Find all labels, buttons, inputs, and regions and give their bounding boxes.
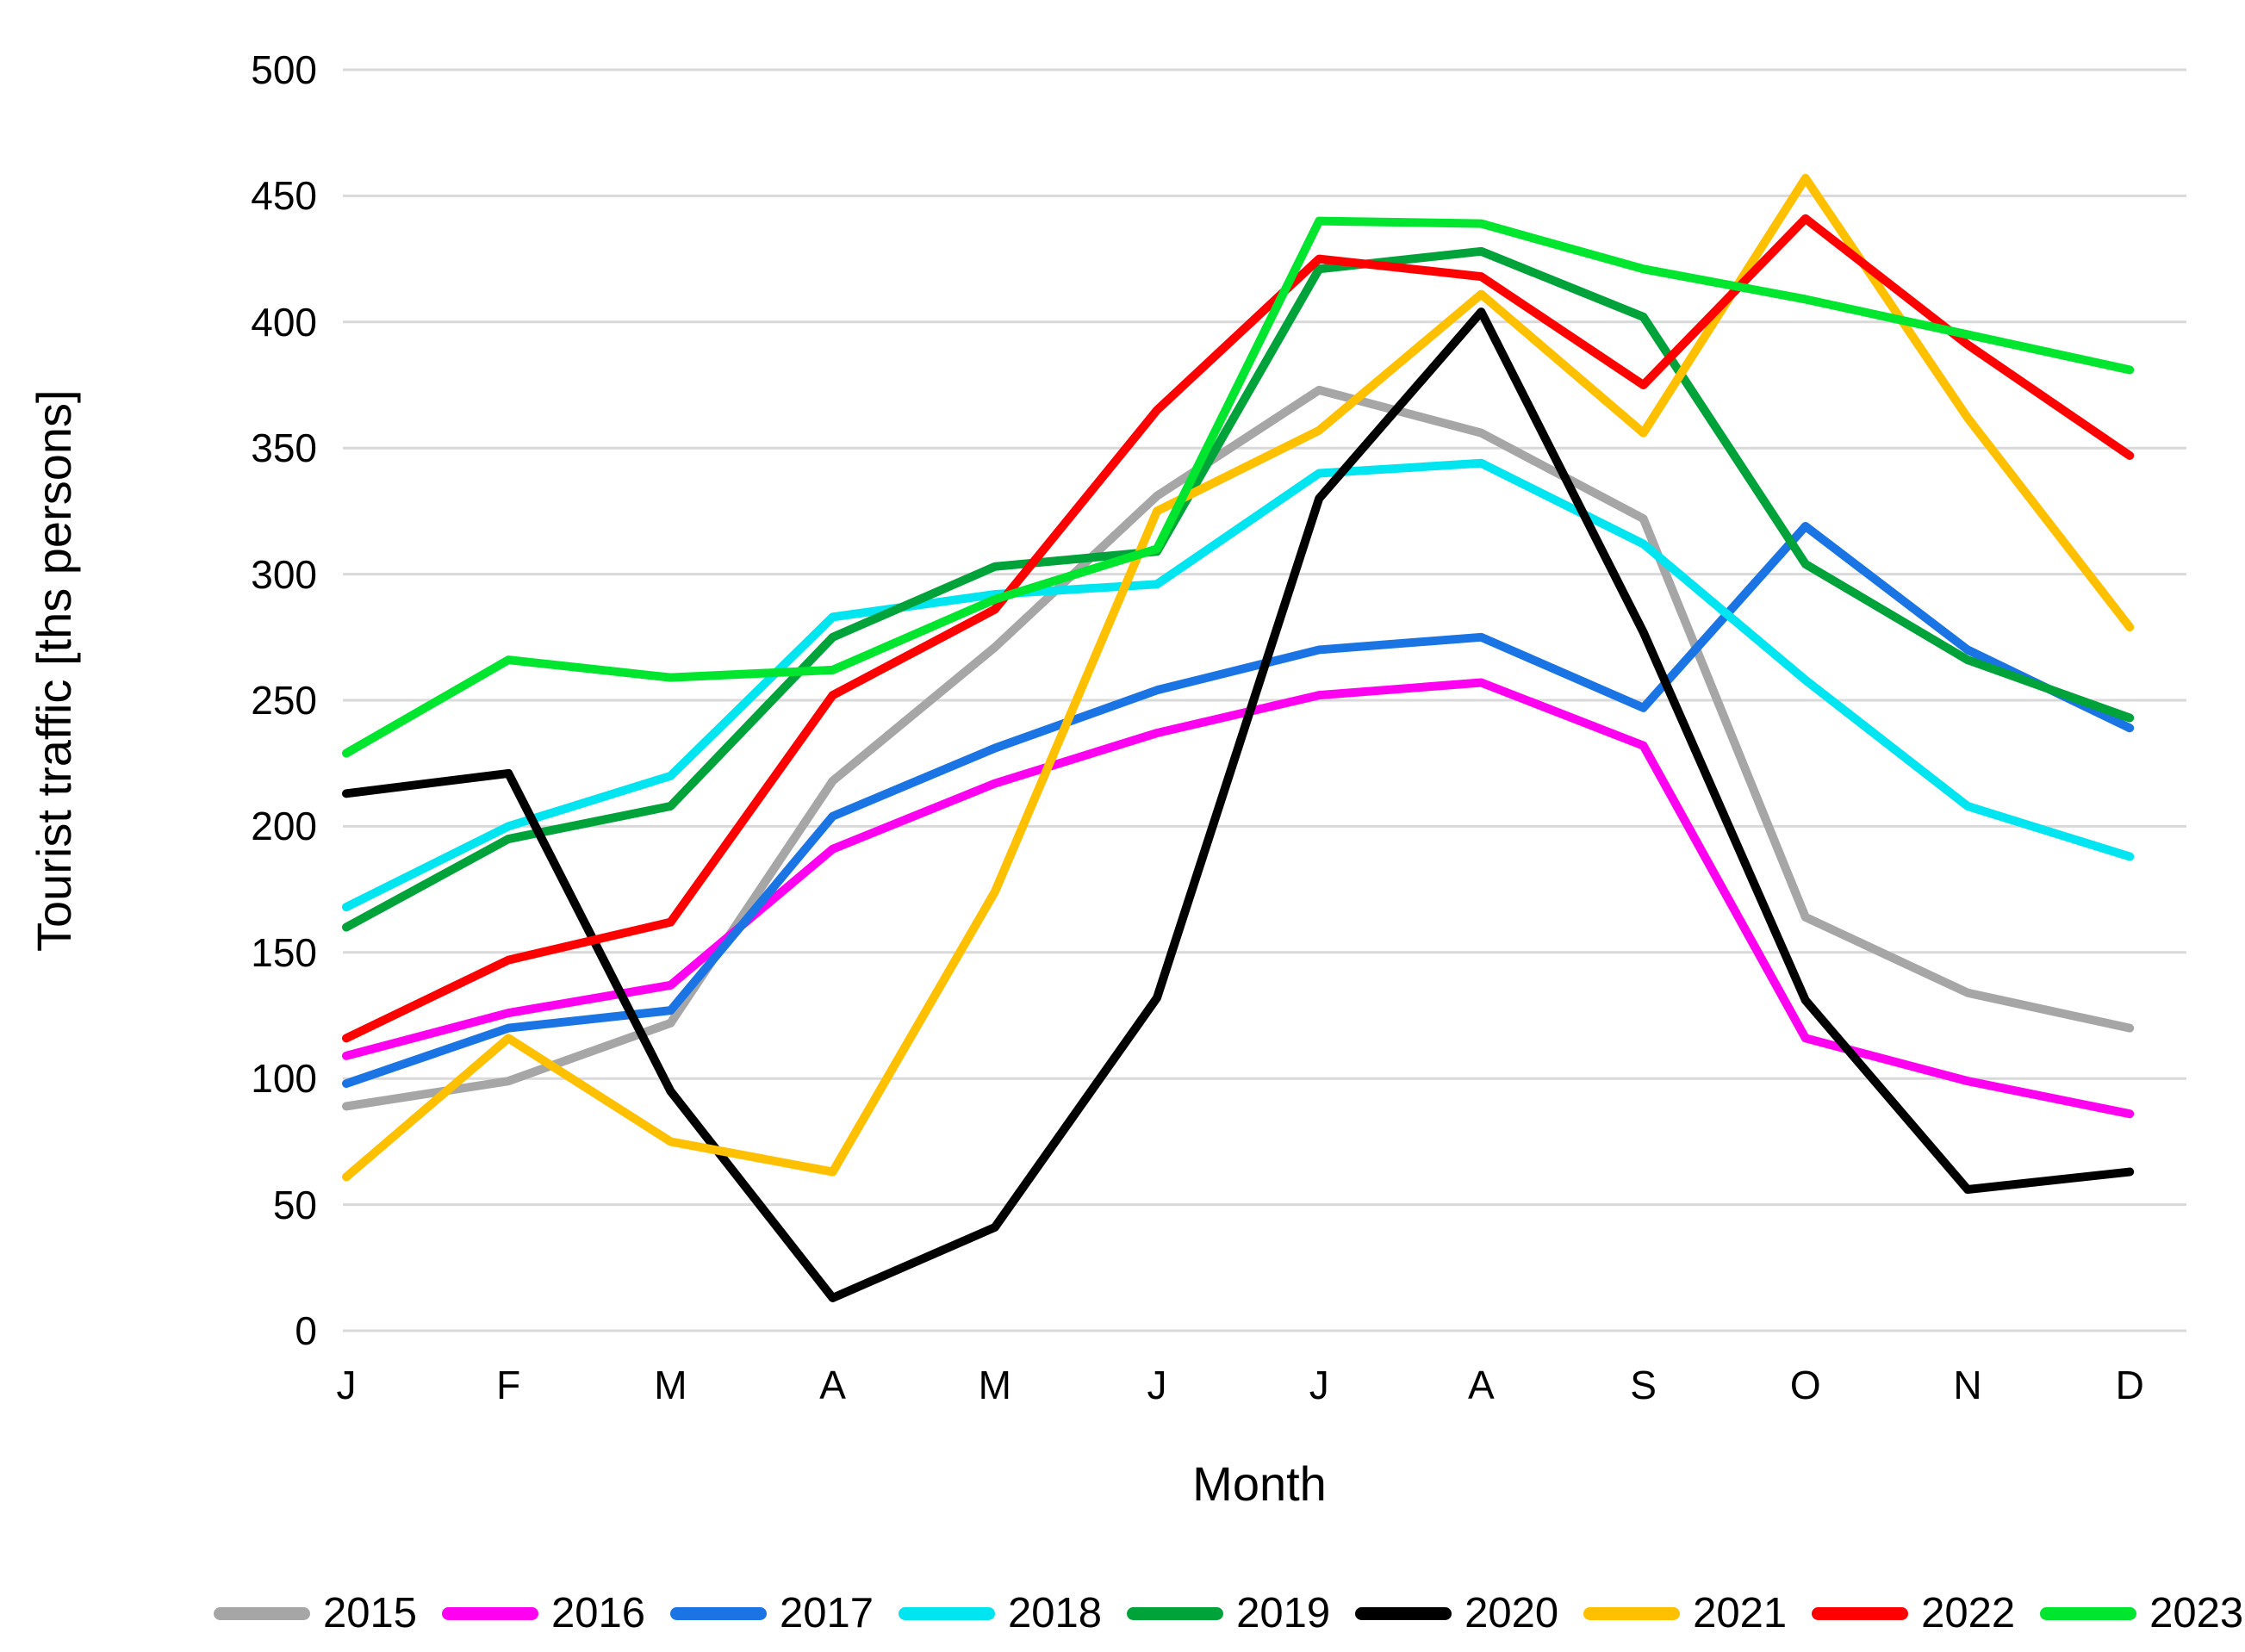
legend-item-2015: 2015 [214,1590,417,1636]
legend-label-2021: 2021 [1693,1590,1788,1636]
x-tick-label-5: M [978,1363,1011,1407]
legend-item-2018: 2018 [899,1590,1102,1636]
x-tick-label-3: M [654,1363,687,1407]
legend-item-2020: 2020 [1355,1590,1558,1636]
series-line-2020 [342,307,2135,1302]
series-line-2021 [342,173,2135,1182]
x-tick-label-11: N [1953,1363,1982,1407]
legend-item-2017: 2017 [670,1590,874,1636]
legend-label-2015: 2015 [323,1590,418,1636]
y-tick-label-0: 0 [295,1308,317,1353]
y-tick-label-50: 50 [272,1182,317,1227]
legend-marker-2016 [442,1606,539,1620]
x-tick-label-9: S [1630,1363,1657,1407]
x-tick-label-1: J [336,1363,357,1407]
x-tick-label-8: A [1468,1363,1495,1407]
legend-marker-2020 [1355,1606,1452,1620]
series-line-2023 [342,216,2135,758]
legend-label-2016: 2016 [551,1590,646,1636]
y-tick-label-100: 100 [251,1056,317,1102]
legend-marker-2021 [1583,1606,1681,1620]
legend-label-2019: 2019 [1236,1590,1331,1636]
legend-label-2017: 2017 [780,1590,874,1636]
legend-item-2022: 2022 [1812,1590,2015,1636]
legend-item-2019: 2019 [1127,1590,1330,1636]
x-tick-label-2: F [496,1363,521,1407]
legend-marker-2015 [214,1606,310,1620]
legend-item-2023: 2023 [2040,1590,2243,1636]
y-tick-label-450: 450 [251,173,317,219]
y-tick-label-500: 500 [251,47,317,92]
y-tick-label-300: 300 [251,551,317,597]
legend-marker-2017 [670,1606,768,1620]
y-tick-label-200: 200 [251,804,317,849]
legend-item-2021: 2021 [1583,1590,1787,1636]
series-line-2019 [342,246,2135,932]
legend-label-2023: 2023 [2149,1590,2244,1636]
x-tick-label-10: O [1789,1363,1821,1407]
legend-marker-2022 [1812,1606,1909,1620]
legend-label-2020: 2020 [1465,1590,1559,1636]
y-axis-title: Tourist traffic [ths persons] [27,389,81,952]
legend-label-2022: 2022 [1921,1590,2016,1636]
x-tick-label-12: D [2115,1363,2144,1407]
y-tick-label-350: 350 [251,425,317,471]
y-tick-label-400: 400 [251,299,317,345]
y-tick-label-250: 250 [251,678,317,723]
legend: 2015 2016 2017 2018 2019 2020 2021 2022 2023 [214,1590,2245,1636]
legend-item-2016: 2016 [442,1590,645,1636]
legend-marker-2019 [1127,1606,1224,1620]
x-tick-label-4: A [819,1363,846,1407]
series-line-2018 [342,458,2135,912]
series-line-2022 [342,214,2135,1043]
x-axis-title: Month [1192,1456,1327,1511]
legend-marker-2018 [899,1606,996,1620]
x-tick-label-6: J [1147,1363,1167,1407]
y-tick-label-150: 150 [251,929,317,975]
legend-marker-2023 [2040,1606,2137,1620]
x-tick-label-7: J [1309,1363,1329,1407]
legend-label-2018: 2018 [1008,1590,1103,1636]
series-line-2017 [342,521,2135,1089]
series-line-2016 [342,678,2135,1119]
